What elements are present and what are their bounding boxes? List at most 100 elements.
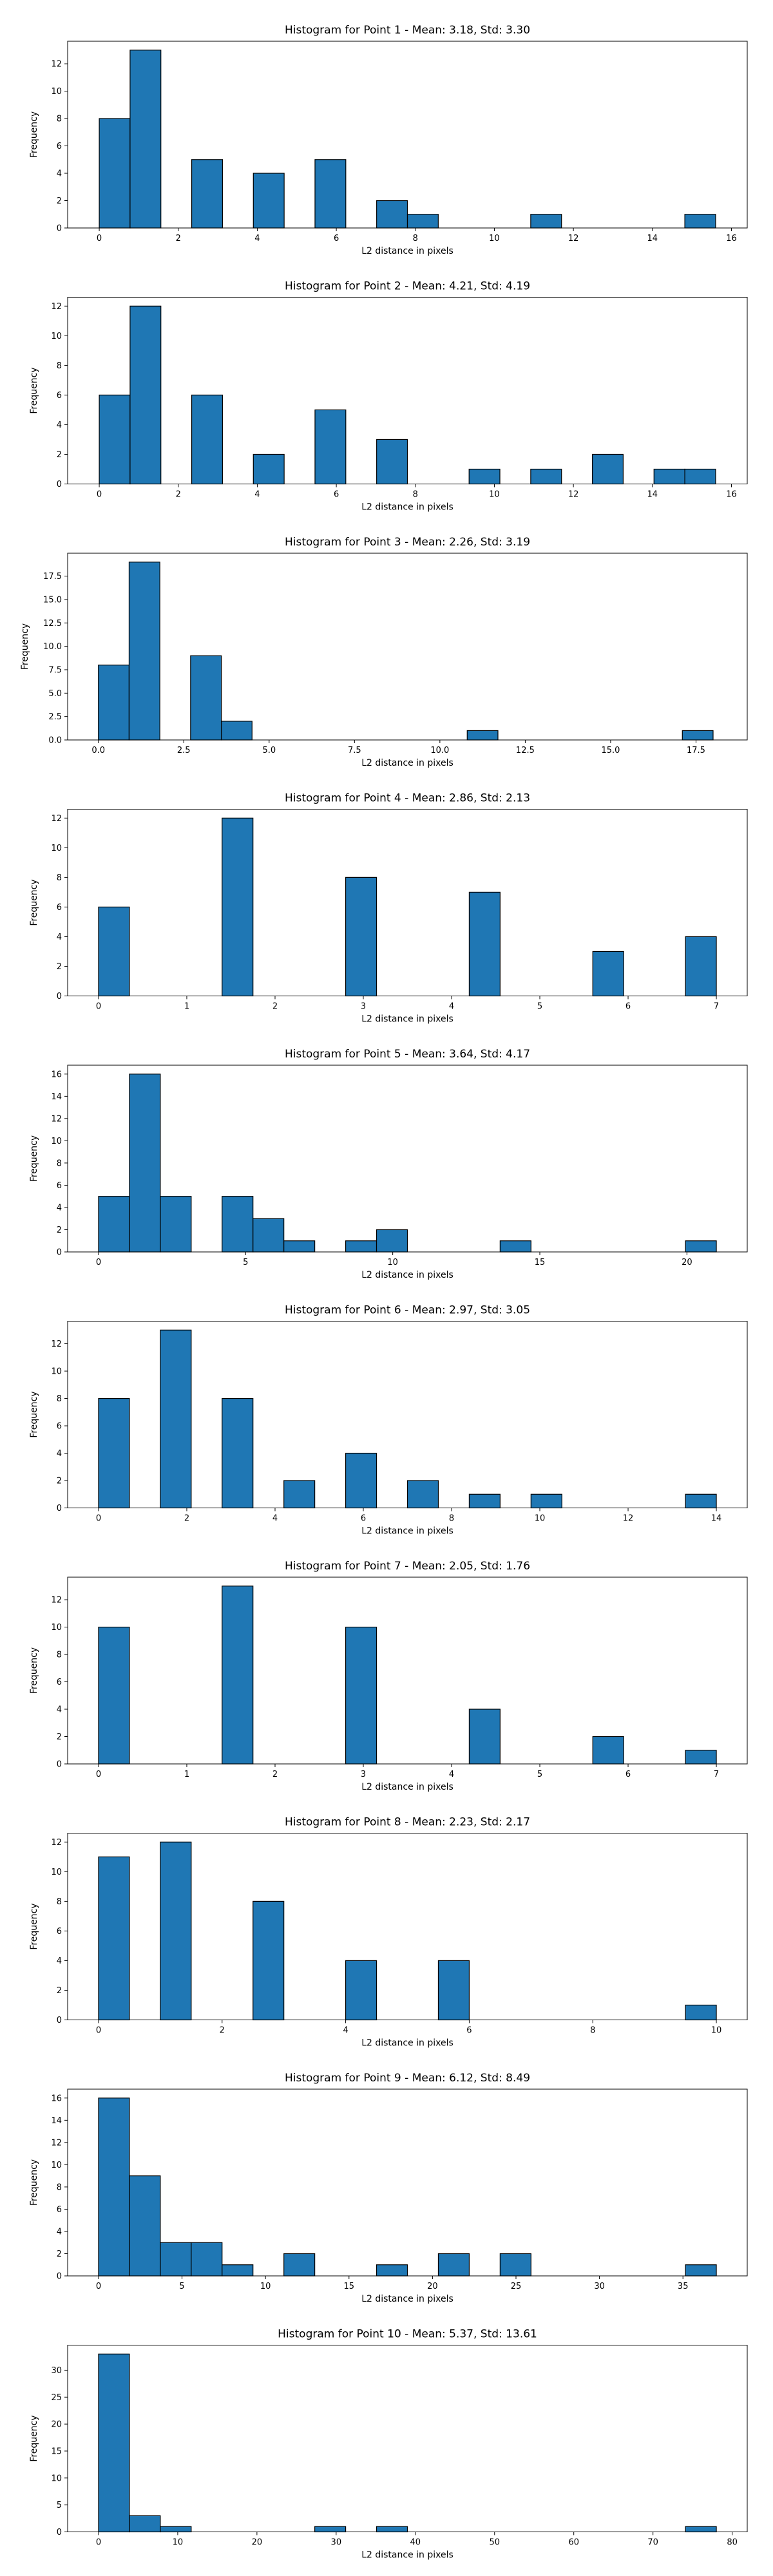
x-tick-label: 5.0	[262, 746, 276, 755]
histogram-bar	[376, 2264, 408, 2277]
histogram-bar	[160, 1196, 192, 1253]
histogram-bar	[468, 1493, 501, 1509]
x-tick-label: 30	[594, 2282, 605, 2291]
y-tick-label: 15	[51, 2447, 62, 2456]
x-tick-label: 4	[272, 1514, 278, 1524]
y-tick-label: 7.5	[48, 665, 62, 675]
histogram-bar	[98, 665, 130, 741]
axes-frame	[67, 297, 748, 484]
histogram-bar	[685, 1493, 717, 1509]
x-tick-label: 14	[647, 490, 658, 500]
x-tick-label: 0	[96, 1258, 101, 1267]
y-axis-label: Frequency	[29, 111, 39, 158]
y-tick-label: 0	[57, 224, 62, 234]
x-axis: 0 2 4 6 8 10	[96, 2020, 722, 2036]
histogram-bar	[406, 214, 439, 229]
histogram-bar	[222, 1586, 254, 1765]
x-tick-label: 0	[96, 1514, 101, 1524]
histogram-bar	[592, 951, 624, 997]
histogram-bar	[99, 394, 131, 485]
y-tick-label: 4	[57, 1956, 62, 1966]
y-tick-label: 8	[57, 1897, 62, 1907]
x-tick-label: 14	[711, 1514, 722, 1524]
x-tick-label: 6	[334, 234, 339, 243]
x-axis-label: L2 distance in pixels	[361, 502, 453, 513]
y-tick-label: 4	[57, 421, 62, 430]
y-tick-label: 10	[51, 332, 62, 341]
histogram-bar	[191, 394, 224, 485]
y-axis-label: Frequency	[29, 2159, 39, 2206]
x-tick-label: 4	[449, 1770, 454, 1779]
y-tick-label: 0	[57, 1248, 62, 1258]
y-tick-label: 2	[57, 962, 62, 972]
y-axis: 0 5 10 15 20 25 30	[51, 2366, 68, 2537]
chart-title: Histogram for Point 5 - Mean: 3.64, Std:…	[285, 1048, 530, 1061]
y-tick-label: 0	[57, 2016, 62, 2025]
histogram-panel-2: Histogram for Point 2 - Mean: 4.21, Std:…	[29, 280, 748, 513]
x-tick-label: 10	[711, 2026, 722, 2036]
x-axis-label: L2 distance in pixels	[361, 1526, 453, 1537]
histogram-bar	[222, 1196, 254, 1253]
axes-frame	[67, 2345, 748, 2532]
y-tick-label: 2	[57, 1986, 62, 1996]
bars	[99, 50, 716, 229]
histogram-panel-5: Histogram for Point 5 - Mean: 3.64, Std:…	[29, 1048, 748, 1280]
chart-title: Histogram for Point 4 - Mean: 2.86, Std:…	[285, 792, 530, 805]
x-axis: 0 1 2 3 4 5 6 7	[96, 1764, 719, 1779]
histogram-bar	[345, 1240, 377, 1253]
y-tick-label: 0.0	[48, 736, 62, 746]
axes-frame	[67, 809, 748, 996]
chart-title: Histogram for Point 2 - Mean: 4.21, Std:…	[285, 280, 530, 293]
y-axis-label: Frequency	[29, 1391, 39, 1437]
y-tick-label: 16	[51, 1070, 62, 1079]
y-tick-label: 8	[57, 115, 62, 124]
x-tick-label: 15	[344, 2282, 355, 2291]
x-tick-label: 16	[726, 234, 737, 243]
x-tick-label: 50	[489, 2538, 500, 2548]
histogram-bar	[468, 891, 501, 997]
histogram-panel-6: Histogram for Point 6 - Mean: 2.97, Std:…	[29, 1304, 748, 1537]
histogram-bar	[99, 118, 131, 229]
x-tick-label: 0	[97, 234, 102, 243]
y-tick-label: 5.0	[48, 689, 62, 699]
y-tick-label: 6	[57, 1678, 62, 1687]
histogram-bar	[530, 468, 562, 485]
y-tick-label: 6	[57, 2205, 62, 2215]
chart-title: Histogram for Point 7 - Mean: 2.05, Std:…	[285, 1560, 530, 1573]
axes-frame	[67, 1321, 748, 1508]
axes-frame	[67, 1065, 748, 1253]
histogram-bar	[499, 2253, 531, 2277]
y-tick-label: 0	[57, 2528, 62, 2537]
histogram-bar	[376, 2526, 408, 2533]
x-axis: 0 1 2 3 4 5 6 7	[96, 996, 719, 1012]
histogram-bar	[685, 2004, 717, 2021]
histogram-bar	[222, 817, 254, 997]
x-axis-label: L2 distance in pixels	[361, 2038, 453, 2049]
histogram-bar	[98, 1196, 130, 1253]
x-tick-label: 2.5	[177, 746, 191, 755]
x-tick-label: 2	[184, 1514, 189, 1524]
histogram-bar	[685, 1240, 717, 1253]
histogram-bar	[129, 2515, 161, 2533]
y-tick-label: 2.5	[48, 712, 62, 722]
histogram-bar	[468, 468, 501, 485]
x-axis-label: L2 distance in pixels	[361, 1782, 453, 1792]
chart-title: Histogram for Point 10 - Mean: 5.37, Std…	[278, 2328, 537, 2341]
chart-title: Histogram for Point 8 - Mean: 2.23, Std:…	[285, 1816, 530, 1829]
x-tick-label: 5	[179, 2282, 184, 2291]
x-tick-label: 8	[449, 1514, 454, 1524]
x-tick-label: 7	[714, 1002, 719, 1012]
y-tick-label: 16	[51, 2094, 62, 2103]
y-tick-label: 0	[57, 1504, 62, 1513]
histogram-bar	[190, 655, 222, 741]
y-tick-label: 10	[51, 87, 62, 97]
x-tick-label: 30	[331, 2538, 342, 2548]
x-tick-label: 0.0	[91, 746, 105, 755]
x-tick-label: 2	[272, 1770, 278, 1779]
y-tick-label: 2	[57, 1477, 62, 1486]
histogram-bar	[345, 876, 377, 997]
y-tick-label: 4	[57, 169, 62, 179]
y-tick-label: 10	[51, 2474, 62, 2483]
histogram-bar	[437, 2253, 470, 2277]
